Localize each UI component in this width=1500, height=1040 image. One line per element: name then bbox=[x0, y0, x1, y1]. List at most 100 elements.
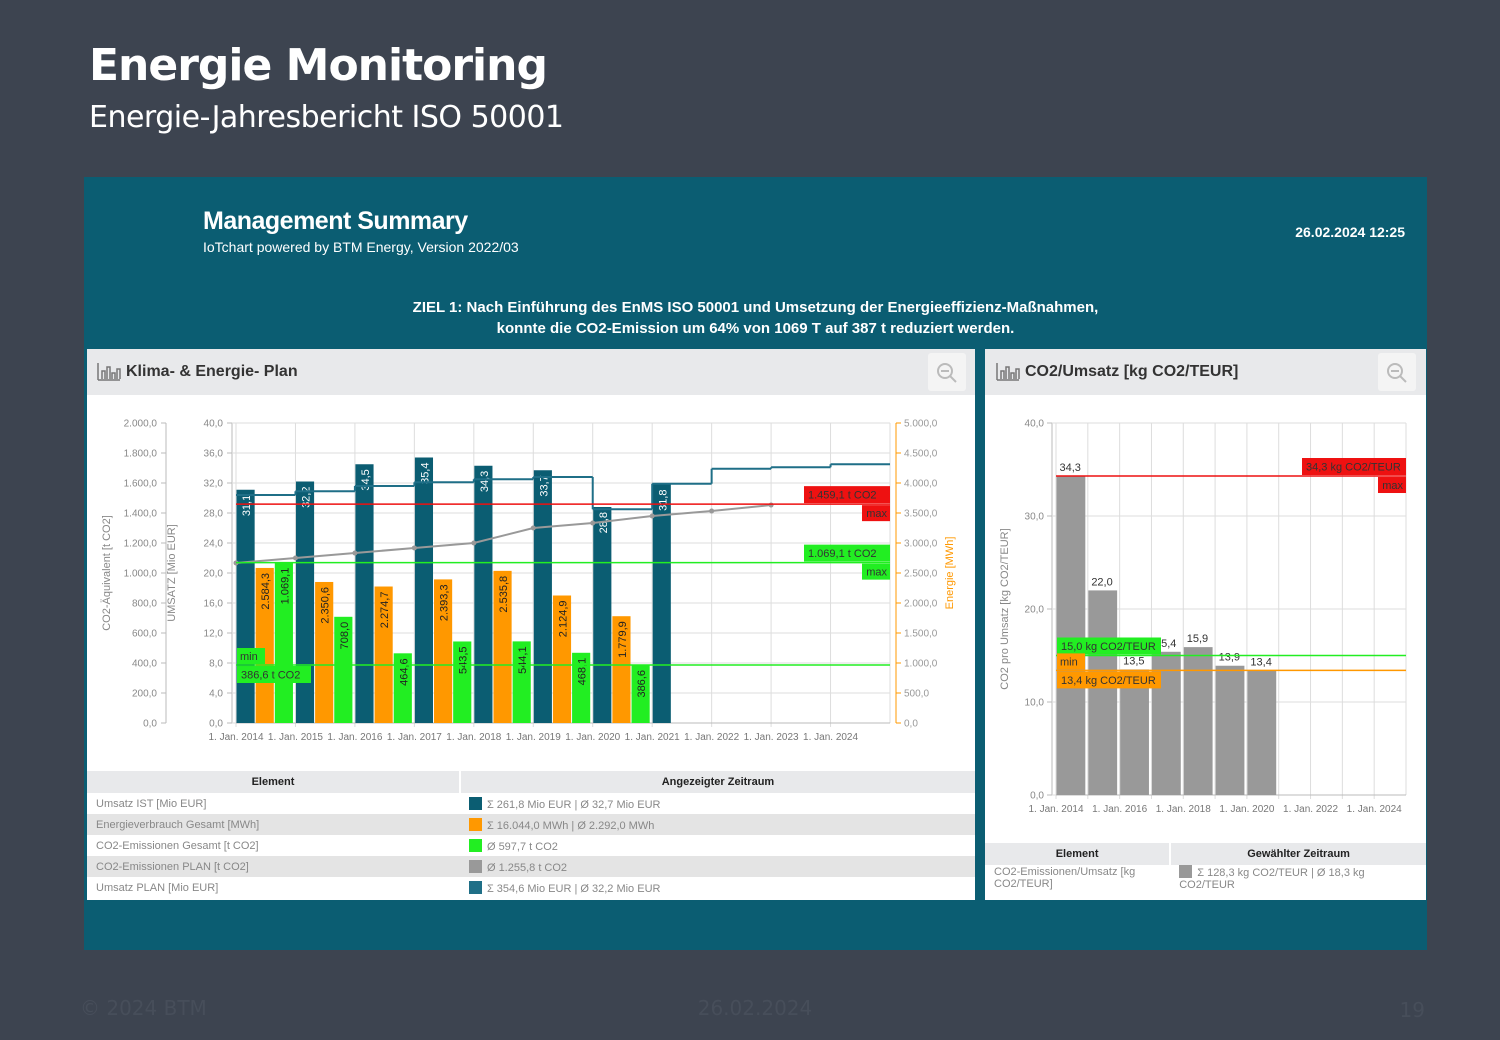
y-tick-label: 1.500,0 bbox=[904, 629, 938, 640]
footer-text: 26.02.2024 bbox=[697, 996, 813, 1020]
y-tick-label: 12,0 bbox=[204, 629, 224, 640]
y-tick-label: 40,0 bbox=[1025, 419, 1045, 430]
value-label: 2.535,8 bbox=[498, 576, 510, 613]
value-label: 13,5 bbox=[1123, 655, 1144, 667]
table-cell: Umsatz IST [Mio EUR] bbox=[96, 797, 207, 810]
y-tick-label: 10,0 bbox=[1025, 698, 1045, 709]
bar bbox=[512, 641, 531, 723]
plot-line-tag: max bbox=[866, 508, 887, 520]
plan-point bbox=[411, 545, 417, 551]
bar bbox=[334, 616, 353, 723]
y-tick-label: 20,0 bbox=[1025, 605, 1045, 616]
table-header-cell: Element bbox=[985, 843, 1172, 865]
slide-subtitle: Energie-Jahresbericht ISO 50001 bbox=[89, 100, 564, 135]
y-tick-label: 500,0 bbox=[904, 689, 929, 700]
y-tick-label: 2.500,0 bbox=[904, 569, 938, 580]
bar bbox=[493, 570, 512, 723]
table-value: Σ 16.044,0 MWh | Ø 2.292,0 MWh bbox=[486, 819, 655, 832]
bar bbox=[1183, 647, 1213, 795]
bar bbox=[652, 484, 671, 723]
table-cell: Ø 597,7 t CO2 bbox=[460, 835, 975, 856]
y-tick-label: 0,0 bbox=[143, 719, 157, 730]
table-row: Umsatz IST [Mio EUR] Σ 261,8 Mio EUR | Ø … bbox=[87, 793, 975, 814]
y-tick-label: 30,0 bbox=[1025, 512, 1045, 523]
y-tick-label: 0,0 bbox=[904, 719, 918, 730]
bar bbox=[355, 464, 374, 723]
x-tick-label: 1. Jan. 2022 bbox=[1283, 804, 1338, 815]
plan-point bbox=[649, 513, 655, 519]
table-cell: Σ 354,6 Mio EUR | Ø 32,2 Mio EUR bbox=[460, 877, 975, 898]
y-tick-label: 0,0 bbox=[209, 719, 223, 730]
table-cell: Σ 128,3 kg CO2/TEUR | Ø 18,3 kg CO2/TEUR bbox=[1170, 865, 1426, 891]
plan-point bbox=[292, 555, 298, 561]
table-value: Σ 261,8 Mio EUR | Ø 32,7 Mio EUR bbox=[486, 798, 661, 811]
y-tick-label: 28,0 bbox=[204, 509, 224, 520]
table-header-cell: Element bbox=[87, 771, 461, 793]
bar bbox=[593, 507, 612, 723]
axis-title: CO2 pro Umsatz [kg CO2/TEUR] bbox=[999, 528, 1011, 689]
y-tick-label: 4.000,0 bbox=[904, 479, 938, 490]
bar bbox=[1120, 669, 1149, 795]
table-value: Σ 354,6 Mio EUR | Ø 32,2 Mio EUR bbox=[486, 882, 661, 895]
goal-line: ZIEL 1: Nach Einführung des EnMS ISO 500… bbox=[412, 299, 1099, 316]
table-cell: CO2-Emissionen PLAN [t CO2] bbox=[87, 856, 460, 877]
bar bbox=[236, 489, 255, 723]
axis-title: Energie [MWh] bbox=[944, 537, 956, 610]
y-tick-label: 40,0 bbox=[204, 419, 224, 430]
plot-line-label: 1.069,1 t CO2 bbox=[808, 548, 877, 560]
bar bbox=[255, 567, 274, 723]
bar bbox=[374, 586, 393, 723]
y-tick-label: 1.000,0 bbox=[124, 569, 158, 580]
value-label: 34,3 bbox=[479, 471, 491, 492]
plan-point bbox=[530, 525, 536, 531]
legend-swatch bbox=[468, 880, 482, 894]
y-tick-label: 5.000,0 bbox=[904, 419, 938, 430]
bar bbox=[612, 616, 631, 723]
y-tick-label: 24,0 bbox=[204, 539, 224, 550]
goal: ZIEL 1: Nach Einführung des EnMS ISO 500… bbox=[84, 297, 1427, 339]
x-tick-label: 1. Jan. 2018 bbox=[1156, 804, 1211, 815]
timestamp: 26.02.2024 12:25 bbox=[1295, 224, 1405, 240]
plot-line-label: 1.459,1 t CO2 bbox=[808, 490, 877, 502]
bar bbox=[1088, 590, 1118, 795]
data-table: Element Gewählter Zeitraum CO2-Emissionen/… bbox=[985, 843, 1426, 891]
value-label: 2.350,6 bbox=[320, 587, 332, 624]
plot-line-label-box bbox=[804, 486, 890, 504]
value-label: 13,9 bbox=[1219, 652, 1240, 664]
bar bbox=[552, 595, 572, 723]
y-tick-label: 4.500,0 bbox=[904, 449, 938, 460]
y-tick-label: 0,0 bbox=[1030, 791, 1044, 802]
x-tick-label: 1. Jan. 2022 bbox=[684, 732, 739, 743]
bar bbox=[1247, 670, 1277, 795]
table-row: CO2-Emissionen Gesamt [t CO2] Ø 597,7 t C… bbox=[87, 835, 975, 856]
card bbox=[87, 349, 975, 900]
y-tick-label: 1.800,0 bbox=[124, 449, 158, 460]
table-cell: CO2-Emissionen Gesamt [t CO2] bbox=[96, 839, 259, 852]
x-tick-label: 1. Jan. 2016 bbox=[1092, 804, 1147, 815]
table-header-cell: Gewählter Zeitraum bbox=[1170, 843, 1426, 865]
value-label: 2.274,7 bbox=[379, 592, 391, 629]
plot-line-label-box bbox=[1057, 637, 1161, 655]
x-tick-label: 1. Jan. 2014 bbox=[208, 732, 263, 743]
y-tick-label: 200,0 bbox=[132, 689, 157, 700]
value-label: 1.779,9 bbox=[617, 621, 629, 658]
card-header bbox=[985, 349, 1426, 395]
y-tick-label: 32,0 bbox=[204, 479, 224, 490]
x-tick-label: 1. Jan. 2014 bbox=[1028, 804, 1083, 815]
value-label: 2.584,3 bbox=[260, 573, 272, 610]
legend-swatch bbox=[468, 859, 482, 873]
bar bbox=[414, 457, 434, 723]
y-tick-label: 3.000,0 bbox=[904, 539, 938, 550]
y-tick-label: 600,0 bbox=[132, 629, 157, 640]
plot-line-label: 13,4 kg CO2/TEUR bbox=[1061, 675, 1156, 687]
bar bbox=[315, 581, 334, 723]
card-header bbox=[87, 349, 975, 395]
value-label: 31,1 bbox=[241, 495, 253, 516]
table-value: Ø 1.255,8 t CO2 bbox=[486, 861, 568, 874]
table-cell: Energieverbrauch Gesamt [MWh] bbox=[87, 814, 460, 835]
plan-point bbox=[352, 550, 358, 556]
bar bbox=[1215, 665, 1245, 795]
plot-line-label-box bbox=[1057, 671, 1161, 689]
bar bbox=[631, 665, 650, 723]
